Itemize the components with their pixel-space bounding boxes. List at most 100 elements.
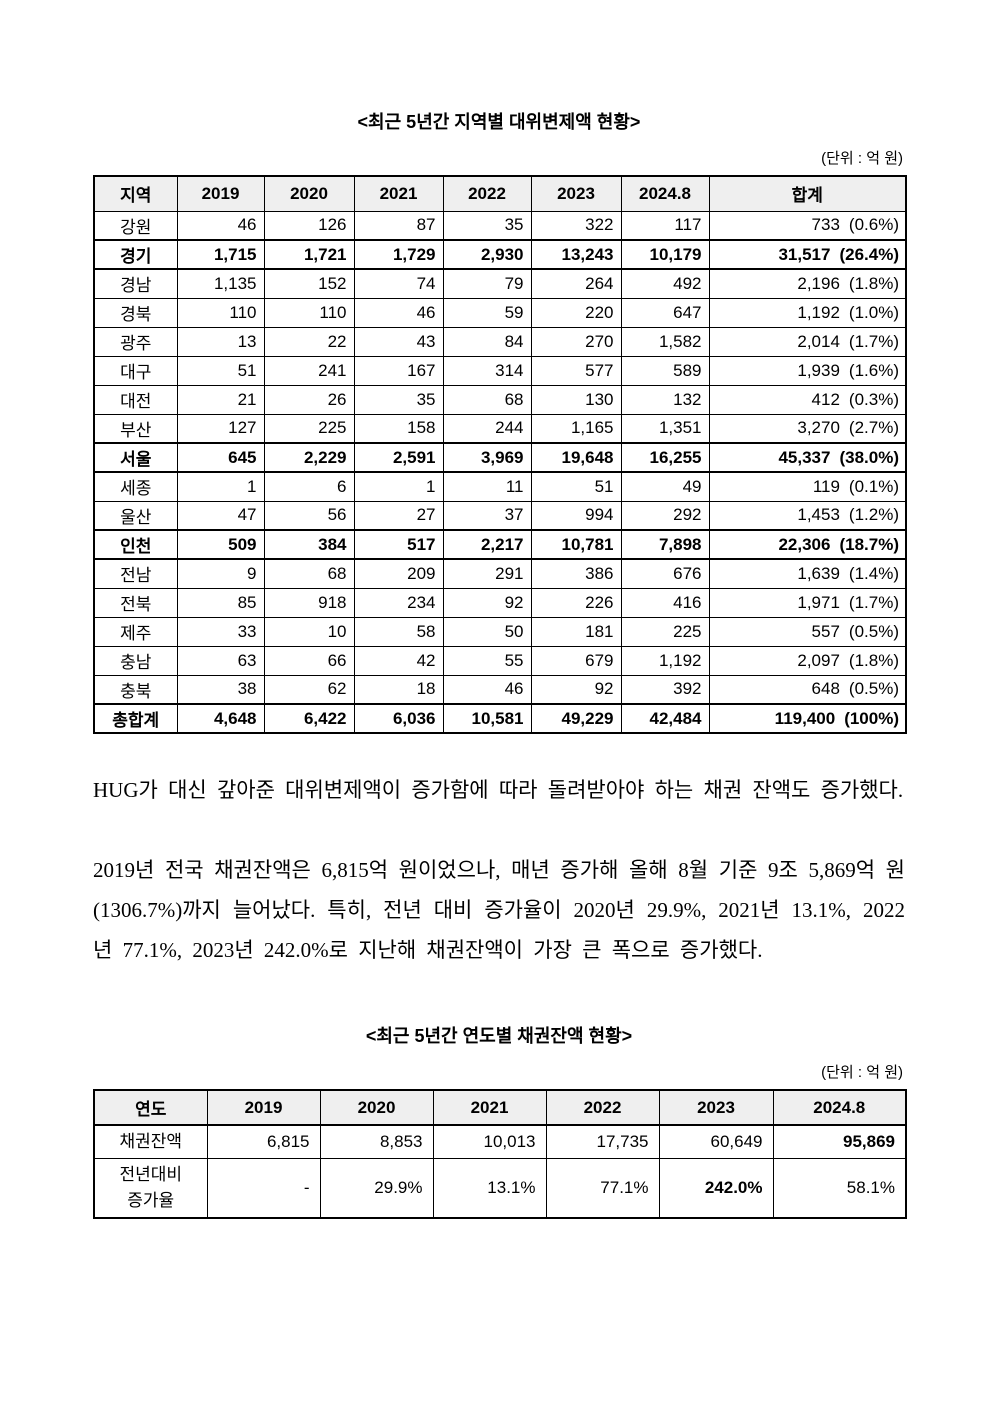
total-cell: 2,097 (1.8%): [708, 645, 907, 676]
value-cell: 517: [353, 529, 444, 560]
total-cell: 31,517 (26.4%): [708, 239, 907, 270]
region-cell: 세종: [93, 471, 178, 502]
value-cell: 234: [353, 587, 444, 618]
total-share: (1.8%): [848, 650, 899, 670]
value-cell: 46: [442, 674, 532, 705]
value-cell: 1,715: [176, 239, 265, 270]
region-cell: 총합계: [93, 703, 178, 734]
value-cell: 68: [263, 558, 355, 589]
table-row: 채권잔액 6,815 8,853 10,013 17,735 60,649 95,869: [93, 1124, 907, 1159]
table1-unit-label: (단위 : 억 원): [821, 150, 903, 167]
column-header: 2023: [658, 1089, 774, 1126]
total-share: (0.1%): [848, 476, 899, 496]
value-cell: 2,591: [353, 442, 444, 473]
total-cell: 412 (0.3%): [708, 384, 907, 415]
value-cell: 74: [353, 268, 444, 299]
table2-title: <최근 5년간 연도별 채권잔액 현황>: [365, 1026, 633, 1046]
row-label-cell: 전년대비 증가율: [93, 1157, 208, 1219]
value-cell: 11: [442, 471, 532, 502]
table-row: 전남 9 68 209 291 386 676 1,639 (1.4%): [93, 558, 907, 589]
total-cell: 648 (0.5%): [708, 674, 907, 705]
value-cell: 58: [353, 616, 444, 647]
value-cell: 226: [530, 587, 622, 618]
column-header: 2023: [530, 175, 622, 212]
value-cell: 49: [620, 471, 710, 502]
column-header: 합계: [708, 175, 907, 212]
value-cell: 26: [263, 384, 355, 415]
paragraph-2: 2019년 전국 채권잔액은 6,815억 원이었으나, 매년 증가해 올해 8…: [93, 858, 905, 962]
region-cell: 경남: [93, 268, 178, 299]
value-cell: 10,581: [442, 703, 532, 734]
total-amount: 1,453: [797, 505, 840, 525]
total-amount: 648: [811, 679, 840, 699]
value-cell: 314: [442, 355, 532, 386]
value-cell: 158: [353, 413, 444, 444]
value-cell: 51: [176, 355, 265, 386]
value-cell: 132: [620, 384, 710, 415]
total-cell: 557 (0.5%): [708, 616, 907, 647]
region-cell: 충북: [93, 674, 178, 705]
total-amount: 31,517: [778, 244, 831, 264]
value-cell: 21: [176, 384, 265, 415]
value-cell: 49,229: [530, 703, 622, 734]
value-cell: 3,969: [442, 442, 532, 473]
value-cell: 6,036: [353, 703, 444, 734]
value-cell: 1,351: [620, 413, 710, 444]
value-cell: 58.1%: [772, 1157, 907, 1219]
total-amount: 3,270: [797, 418, 840, 438]
region-cell: 제주: [93, 616, 178, 647]
total-amount: 2,196: [797, 273, 840, 293]
value-cell: 77.1%: [545, 1157, 660, 1219]
total-cell: 1,639 (1.4%): [708, 558, 907, 589]
value-cell: 1,582: [620, 326, 710, 357]
value-cell: 10,013: [432, 1124, 547, 1159]
value-cell: 87: [353, 210, 444, 241]
value-cell: 509: [176, 529, 265, 560]
value-cell: 62: [263, 674, 355, 705]
value-cell: 679: [530, 645, 622, 676]
total-cell: 1,453 (1.2%): [708, 500, 907, 531]
value-cell: 130: [530, 384, 622, 415]
total-share: (26.4%): [839, 244, 899, 264]
total-cell: 1,971 (1.7%): [708, 587, 907, 618]
value-cell: 152: [263, 268, 355, 299]
value-cell: 386: [530, 558, 622, 589]
value-cell: 492: [620, 268, 710, 299]
value-cell: 577: [530, 355, 622, 386]
value-cell: 55: [442, 645, 532, 676]
value-cell: 50: [442, 616, 532, 647]
table-row: 대전 21 26 35 68 130 132 412 (0.3%): [93, 384, 907, 415]
value-cell: 110: [176, 297, 265, 328]
value-cell: 244: [442, 413, 532, 444]
value-cell: 35: [353, 384, 444, 415]
total-share: (100%): [844, 708, 899, 728]
total-cell: 1,939 (1.6%): [708, 355, 907, 386]
total-amount: 1,971: [797, 592, 840, 612]
total-share: (38.0%): [839, 447, 899, 467]
column-header: 2020: [319, 1089, 434, 1126]
value-cell: 27: [353, 500, 444, 531]
total-cell: 119,400 (100%): [708, 703, 907, 734]
total-cell: 2,196 (1.8%): [708, 268, 907, 299]
total-cell: 22,306 (18.7%): [708, 529, 907, 560]
value-cell: 181: [530, 616, 622, 647]
regional-subrogation-table: 지역 2019 2020 2021 2022 2023 2024.8 합계 강원 46 126 87…: [93, 175, 907, 734]
total-share: (1.6%): [848, 360, 899, 380]
total-amount: 1,192: [797, 302, 840, 322]
value-cell: 17,735: [545, 1124, 660, 1159]
value-cell: 2,930: [442, 239, 532, 270]
total-amount: 733: [811, 215, 840, 235]
table-row: 부산 127 225 158 244 1,165 1,351 3,270 (2.7%): [93, 413, 907, 444]
value-cell: 79: [442, 268, 532, 299]
column-header: 2019: [206, 1089, 321, 1126]
table2-unit-label: (단위 : 억 원): [821, 1064, 903, 1081]
value-cell: 1,729: [353, 239, 444, 270]
column-header: 2021: [353, 175, 444, 212]
value-cell: 42,484: [620, 703, 710, 734]
region-cell: 경기: [93, 239, 178, 270]
column-header: 2024.8: [620, 175, 710, 212]
value-cell: 56: [263, 500, 355, 531]
value-cell: 225: [620, 616, 710, 647]
value-cell: 42: [353, 645, 444, 676]
